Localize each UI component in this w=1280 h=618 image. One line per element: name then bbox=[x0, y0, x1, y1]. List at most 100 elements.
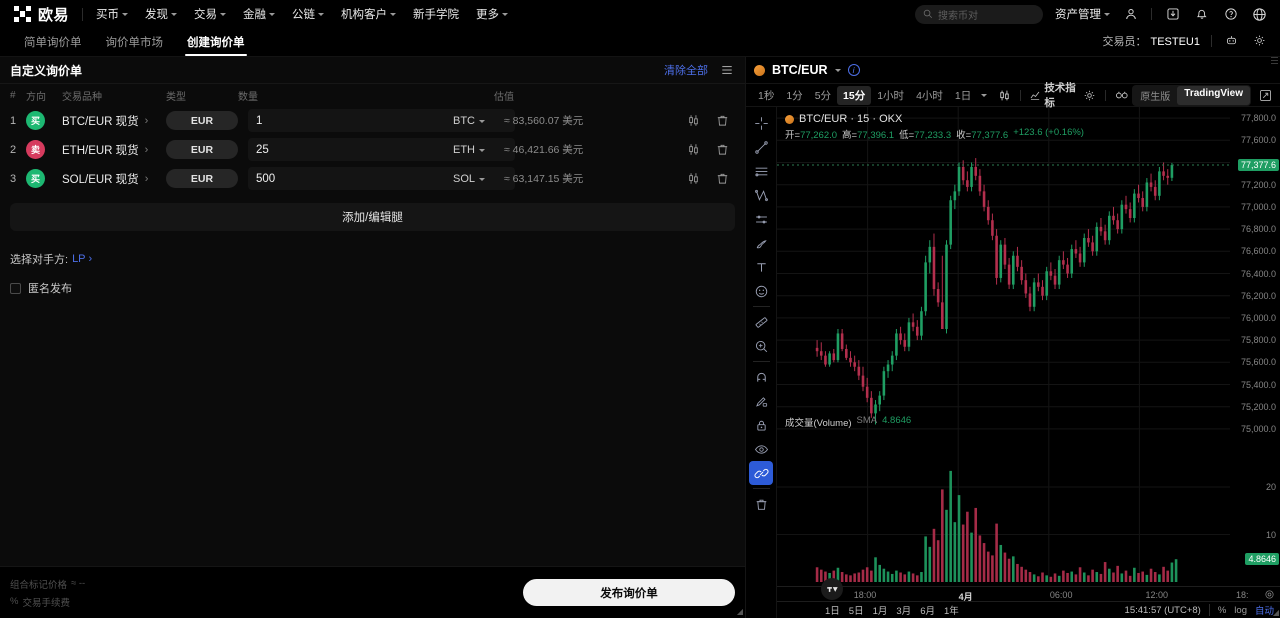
text-icon[interactable] bbox=[749, 255, 773, 279]
help-icon[interactable] bbox=[1222, 6, 1239, 23]
clear-all-button[interactable]: 清除全部 bbox=[664, 65, 708, 77]
symbol-selector[interactable]: SOL/EUR 现货 › bbox=[62, 171, 166, 187]
anonymous-checkbox[interactable] bbox=[10, 282, 21, 294]
nav-item-institutional[interactable]: 机构客户 bbox=[341, 6, 397, 22]
chevron-down-icon[interactable] bbox=[834, 69, 841, 72]
quantity-input[interactable] bbox=[248, 138, 515, 161]
trash-icon[interactable] bbox=[749, 492, 773, 516]
lock-icon[interactable] bbox=[749, 413, 773, 437]
crosshair-icon[interactable] bbox=[749, 111, 773, 135]
compare-icon[interactable] bbox=[1112, 89, 1132, 102]
chart-plot[interactable] bbox=[777, 107, 1230, 586]
resize-handle[interactable]: ◢ bbox=[736, 607, 743, 616]
timeframe-5m[interactable]: 5分 bbox=[814, 89, 832, 102]
nav-item-trade[interactable]: 交易 bbox=[194, 6, 227, 22]
timeframe-4h[interactable]: 4小时 bbox=[916, 89, 943, 102]
candlestick-icon[interactable] bbox=[685, 112, 702, 129]
view-mode-native[interactable]: 原生版 bbox=[1140, 91, 1171, 103]
price-axis[interactable]: 77,800.077,600.077,400.077,200.077,000.0… bbox=[1230, 107, 1280, 586]
view-mode-tradingview[interactable]: TradingView bbox=[1177, 85, 1250, 105]
resize-handle[interactable]: ◢ bbox=[1272, 608, 1279, 617]
horizontal-lines-icon[interactable] bbox=[749, 159, 773, 183]
candlestick-icon[interactable] bbox=[995, 89, 1014, 102]
brand-logo[interactable]: 欧易 bbox=[14, 4, 69, 25]
timeframe-1d[interactable]: 1日 bbox=[954, 89, 972, 102]
range-5d[interactable]: 5日 bbox=[848, 606, 864, 617]
unit-selector[interactable]: SOL bbox=[453, 173, 494, 185]
counterparty-selector[interactable]: LP › bbox=[72, 253, 92, 265]
nav-item-chain[interactable]: 公链 bbox=[292, 6, 325, 22]
candlestick-icon[interactable] bbox=[685, 170, 702, 187]
nav-item-finance[interactable]: 金融 bbox=[243, 6, 276, 22]
gear-icon[interactable] bbox=[1251, 32, 1268, 49]
symbol-selector[interactable]: ETH/EUR 现货 › bbox=[62, 142, 166, 158]
side-cell[interactable]: 买 bbox=[26, 169, 62, 188]
ruler-icon[interactable] bbox=[749, 310, 773, 334]
delete-icon[interactable] bbox=[714, 112, 731, 129]
magnet-icon[interactable] bbox=[749, 365, 773, 389]
nav-item-more[interactable]: 更多 bbox=[476, 6, 509, 22]
assets-management-menu[interactable]: 资产管理 bbox=[1055, 6, 1110, 22]
type-pill[interactable]: EUR bbox=[166, 140, 238, 159]
range-6m[interactable]: 6月 bbox=[920, 606, 935, 617]
zoom-in-icon[interactable] bbox=[749, 334, 773, 358]
candlestick-icon[interactable] bbox=[685, 141, 702, 158]
delete-icon[interactable] bbox=[714, 141, 731, 158]
range-1m[interactable]: 1月 bbox=[872, 606, 888, 617]
tab-simple-rfq[interactable]: 简单询价单 bbox=[24, 37, 82, 49]
gear-icon[interactable] bbox=[1264, 589, 1275, 600]
unit-selector[interactable]: BTC bbox=[453, 115, 494, 127]
bell-icon[interactable] bbox=[1193, 6, 1210, 23]
symbol-selector[interactable]: BTC/EUR 现货 › bbox=[62, 113, 166, 129]
log-scale-toggle[interactable]: log bbox=[1234, 604, 1247, 616]
user-icon[interactable] bbox=[1122, 6, 1139, 23]
nav-item-discover[interactable]: 发现 bbox=[145, 6, 178, 22]
download-icon[interactable] bbox=[1164, 6, 1181, 23]
add-edit-leg-button[interactable]: 添加/编辑腿 bbox=[10, 203, 735, 231]
timeframe-1s[interactable]: 1秒 bbox=[758, 89, 775, 102]
timeframe-1h[interactable]: 1小时 bbox=[877, 89, 905, 102]
draw-lock-icon[interactable] bbox=[749, 389, 773, 413]
eye-hide-icon[interactable] bbox=[749, 437, 773, 461]
globe-icon[interactable] bbox=[1251, 6, 1268, 23]
tab-rfq-market[interactable]: 询价单市场 bbox=[105, 37, 164, 49]
publish-rfq-button[interactable]: 发布询价单 bbox=[523, 579, 735, 606]
chevron-down-icon[interactable] bbox=[981, 94, 988, 97]
timeframe-15m[interactable]: 15分 bbox=[837, 85, 872, 105]
time-axis[interactable]: 18:00 4月 06:00 12:00 18: bbox=[777, 586, 1280, 602]
percent-scale-toggle[interactable]: % bbox=[1217, 604, 1227, 616]
robot-icon[interactable] bbox=[1223, 32, 1240, 49]
side-badge-buy[interactable]: 买 bbox=[26, 169, 45, 188]
fullscreen-icon[interactable] bbox=[1257, 87, 1274, 104]
info-icon[interactable]: i bbox=[847, 64, 860, 76]
search-input[interactable]: 搜索币对 bbox=[915, 4, 1043, 24]
unit-selector[interactable]: ETH bbox=[453, 144, 494, 156]
type-pill[interactable]: EUR bbox=[166, 111, 238, 130]
elliott-wave-icon[interactable] bbox=[749, 207, 773, 231]
trend-line-icon[interactable] bbox=[749, 135, 773, 159]
chart-canvas-area[interactable]: BTC/EUR · 15 · OKX 开=77,262.0 高=77,396.1… bbox=[777, 107, 1280, 618]
gear-icon[interactable] bbox=[1080, 89, 1099, 102]
fib-pattern-icon[interactable] bbox=[749, 183, 773, 207]
nav-item-academy[interactable]: 新手学院 bbox=[413, 6, 459, 22]
tradingview-logo[interactable] bbox=[821, 578, 843, 600]
link-icon[interactable] bbox=[749, 461, 773, 485]
quantity-input[interactable] bbox=[248, 109, 515, 132]
emoji-icon[interactable] bbox=[749, 279, 773, 303]
side-cell[interactable]: 卖 bbox=[26, 140, 62, 159]
quantity-input[interactable] bbox=[248, 167, 515, 190]
nav-item-buy-crypto[interactable]: 买币 bbox=[96, 6, 129, 22]
indicators-button[interactable]: 技术指标 bbox=[1027, 80, 1080, 110]
side-badge-buy[interactable]: 买 bbox=[26, 111, 45, 130]
tab-create-rfq[interactable]: 创建询价单 bbox=[175, 28, 257, 56]
range-1d[interactable]: 1日 bbox=[825, 606, 840, 617]
timeframe-1m[interactable]: 1分 bbox=[786, 89, 803, 102]
type-pill[interactable]: EUR bbox=[166, 169, 238, 188]
auto-scale-toggle[interactable]: 自动 bbox=[1254, 606, 1274, 617]
brush-icon[interactable] bbox=[749, 231, 773, 255]
side-cell[interactable]: 买 bbox=[26, 111, 62, 130]
range-3m[interactable]: 3月 bbox=[896, 606, 912, 617]
side-badge-sell[interactable]: 卖 bbox=[26, 140, 45, 159]
range-1y[interactable]: 1年 bbox=[943, 606, 959, 617]
delete-icon[interactable] bbox=[714, 170, 731, 187]
